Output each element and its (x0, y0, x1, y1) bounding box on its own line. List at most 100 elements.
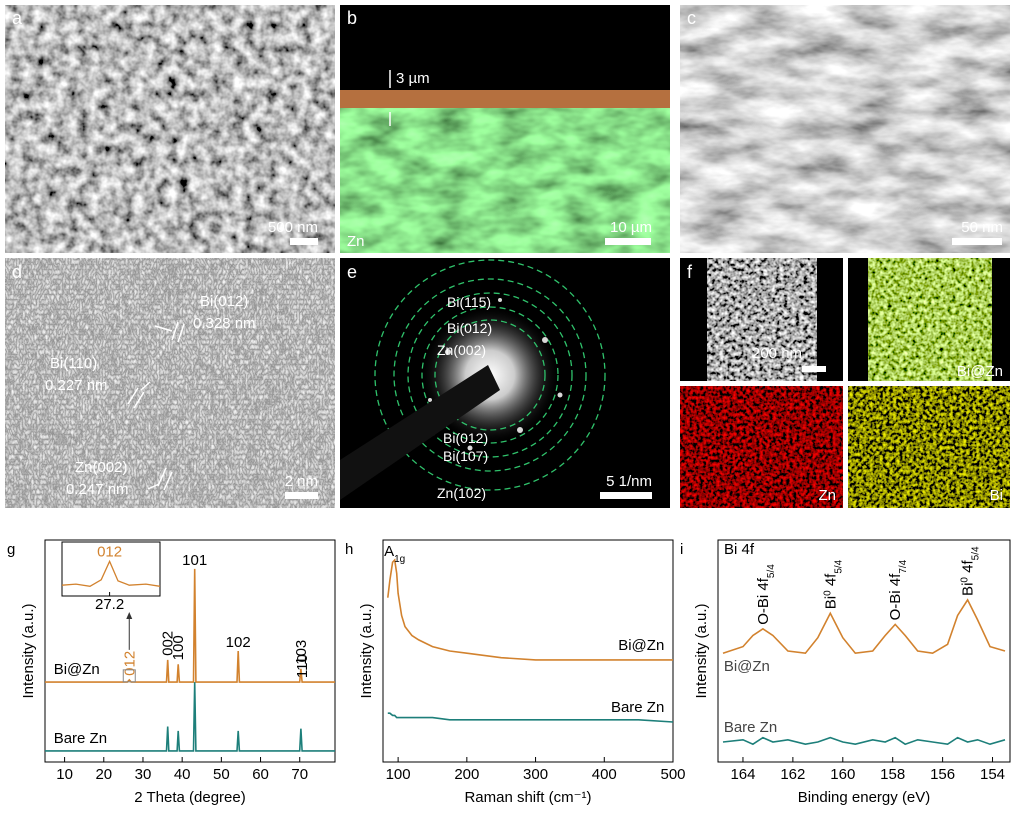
inset-line (61, 559, 161, 587)
eds-map (680, 386, 843, 508)
peak-label: 110 (294, 654, 311, 678)
label-part: O-Bi 4f (887, 573, 904, 621)
sem-image (5, 5, 335, 253)
inset-frame (61, 541, 161, 597)
ring-label: Bi(012) (447, 320, 492, 336)
x-tick-label: 10 (56, 766, 73, 783)
label-part: 0 (822, 590, 833, 596)
label-part: 7/4 (898, 559, 909, 573)
x-tick-label: 70 (291, 766, 308, 783)
panel-letter: g (7, 541, 15, 558)
label-part: 5/4 (833, 559, 844, 573)
panel-letter: b (347, 8, 357, 28)
ring-label: Zn(102) (437, 485, 486, 501)
map-label: Bi (990, 487, 1003, 504)
inset-tick-label: 27.2 (95, 596, 124, 613)
series-line (722, 598, 1006, 655)
x-tick-label: 162 (780, 766, 805, 783)
panel-letter: a (12, 8, 23, 28)
lattice-label: Zn(002) (75, 459, 128, 476)
plot-frame (717, 539, 1011, 763)
eds-map (848, 386, 1010, 508)
label-part: 4f (960, 560, 977, 578)
series-line (387, 712, 674, 723)
panel-letter: c (687, 8, 696, 28)
label-part: O-Bi 4f (755, 577, 772, 625)
peak-label: A1g (384, 543, 405, 565)
tem-image (680, 5, 1010, 253)
peak-label: 103 (293, 640, 310, 665)
x-axis-label: Binding energy (eV) (798, 789, 931, 806)
scale-bar (285, 492, 318, 499)
series-label: Bare Zn (611, 699, 664, 716)
x-tick-label: 164 (730, 766, 755, 783)
x-tick-label: 20 (95, 766, 112, 783)
y-axis-label: Intensity (a.u.) (20, 603, 37, 698)
series-label: Bare Zn (724, 719, 777, 736)
x-axis-label: Raman shift (cm⁻¹) (464, 789, 591, 806)
inset-arrowhead (126, 612, 133, 619)
panel-letter: f (687, 262, 693, 282)
series-label: Bi@Zn (54, 661, 100, 678)
chart-title: Bi 4f (724, 541, 755, 558)
label-part: 0 (959, 577, 970, 583)
peak-box (122, 669, 136, 683)
scale-label: 5 1/nm (606, 473, 652, 490)
ring-label: Bi(115) (447, 294, 491, 310)
x-tick-label: 154 (980, 766, 1005, 783)
lattice-label: Bi(012) (200, 293, 248, 310)
panel-letter: h (345, 541, 353, 558)
layer-label: Zn (347, 233, 365, 250)
series-line (45, 682, 335, 752)
label-part: Bi (822, 596, 839, 609)
peak-label: 102 (226, 634, 251, 651)
ring-label: Zn(002) (437, 342, 486, 358)
particle (868, 258, 992, 381)
zn-substrate (340, 108, 670, 253)
x-tick-label: 156 (930, 766, 955, 783)
label-part: 1g (394, 553, 405, 564)
series-label: Bi@Zn (618, 637, 664, 654)
series-line (45, 568, 335, 683)
scale-bar (802, 366, 826, 372)
series-label: Bare Zn (54, 730, 107, 747)
peak-label: 100 (170, 635, 187, 660)
inset-label: 012 (97, 543, 122, 560)
lattice-markers (127, 321, 185, 491)
ring-label: Bi(107) (443, 448, 488, 464)
peak-label: O-Bi 4f7/4 (887, 559, 909, 620)
thickness-label: 3 µm (396, 70, 430, 87)
peak-label: 002 (160, 631, 177, 656)
y-axis-label: Intensity (a.u.) (358, 603, 375, 698)
series-label: Bi@Zn (724, 658, 770, 675)
map-label: Bi@Zn (957, 363, 1003, 380)
panel-letter: i (680, 541, 683, 558)
label-part: A (384, 543, 394, 560)
particle (707, 258, 817, 381)
series-line (387, 558, 673, 661)
lattice-spacing: 0.328 nm (193, 315, 256, 332)
map-label: Zn (818, 487, 836, 504)
x-tick-label: 300 (523, 766, 548, 783)
x-tick-label: 40 (174, 766, 191, 783)
x-tick-label: 500 (660, 766, 685, 783)
label-part: 5/4 (765, 564, 776, 578)
scale-label: 2 nm (285, 473, 318, 490)
peak-label: Bi0 4f5/4 (959, 546, 981, 596)
bi-layer (340, 90, 670, 108)
y-axis-label: Intensity (a.u.) (693, 603, 710, 698)
x-tick-label: 100 (386, 766, 411, 783)
series-line (722, 736, 1006, 746)
plot-frame (382, 539, 674, 763)
peak-label: Bi0 4f5/4 (822, 559, 844, 609)
panel-letter: e (347, 262, 357, 282)
ring-label: Bi(012) (443, 430, 488, 446)
x-tick-label: 158 (880, 766, 905, 783)
scale-label: 50 nm (961, 219, 1003, 236)
x-tick-label: 60 (252, 766, 269, 783)
x-tick-label: 400 (592, 766, 617, 783)
plot-frame (44, 539, 336, 763)
label-part: 4f (822, 573, 839, 591)
peak-label: O-Bi 4f5/4 (755, 564, 777, 625)
